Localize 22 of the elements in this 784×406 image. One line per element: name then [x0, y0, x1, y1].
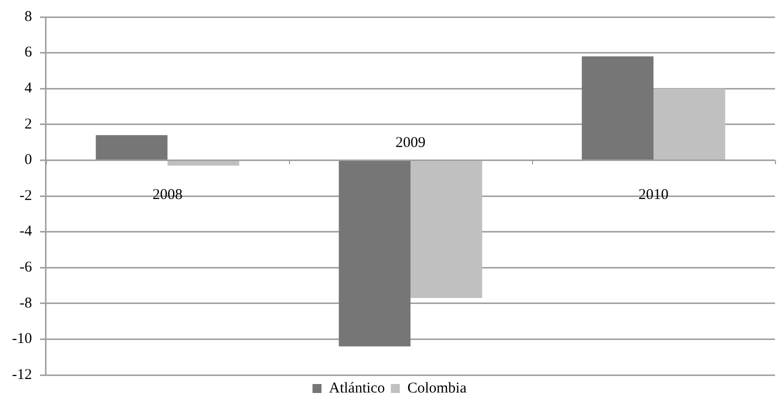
- bar: [338, 160, 410, 346]
- y-tick-label: -12: [12, 366, 32, 383]
- y-tick-label: 6: [24, 44, 32, 61]
- bar: [410, 160, 482, 298]
- legend-label: Atlántico: [329, 380, 385, 396]
- y-tick-label: 4: [24, 80, 32, 97]
- legend-label: Colombia: [407, 380, 467, 396]
- y-tick-label: -8: [19, 295, 32, 312]
- y-tick-label: -4: [19, 224, 32, 240]
- bar: [582, 56, 654, 160]
- y-tick-label: -2: [19, 188, 32, 204]
- x-tick-label: 2008: [152, 187, 182, 204]
- y-tick-label: -10: [12, 331, 32, 348]
- y-tick-label: -6: [19, 260, 32, 276]
- y-tick-label: 2: [24, 116, 32, 132]
- bar: [96, 135, 168, 160]
- x-tick-label: 2010: [638, 187, 668, 204]
- bar: [167, 160, 240, 166]
- bar: [654, 88, 726, 160]
- y-tick-label: 0: [24, 152, 32, 168]
- y-tick-label: 8: [24, 8, 32, 25]
- x-tick-label: 2009: [396, 135, 426, 152]
